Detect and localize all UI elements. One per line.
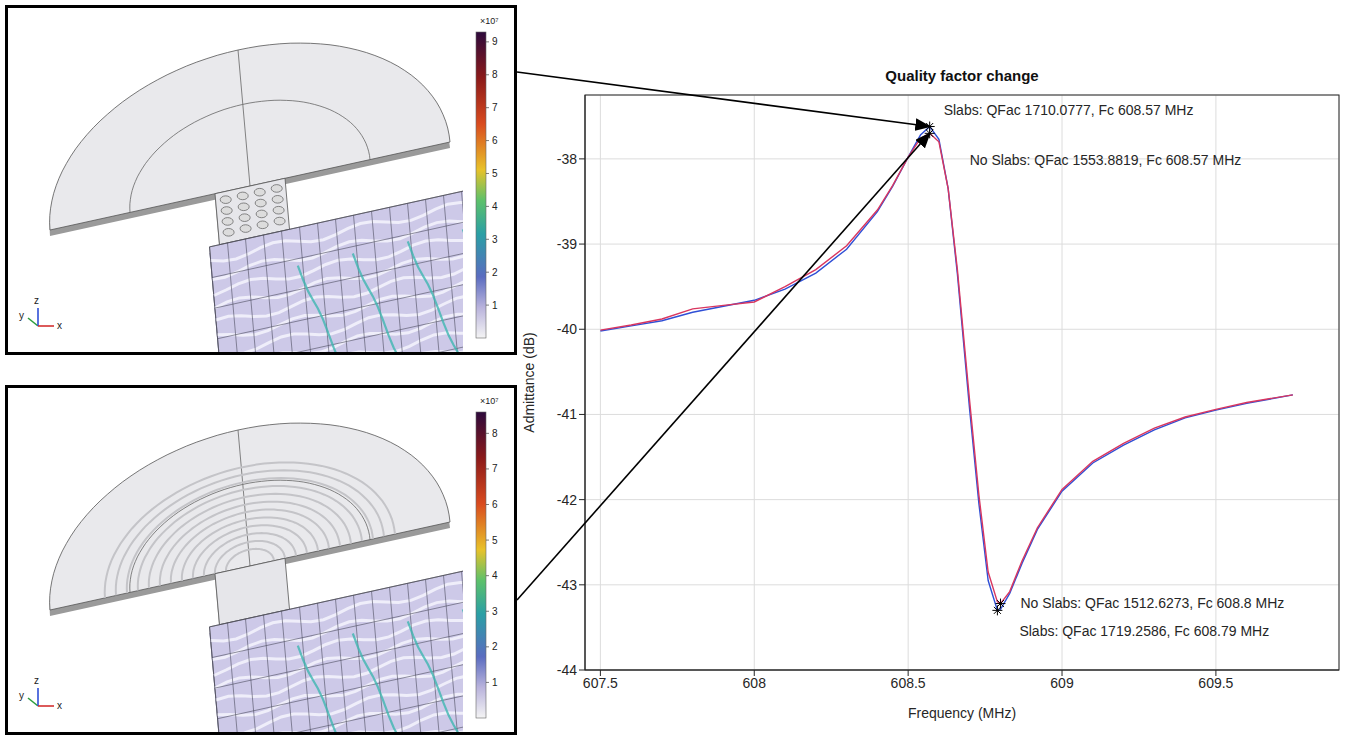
svg-text:608.5: 608.5 [891,675,926,691]
svg-text:Frequency (MHz): Frequency (MHz) [908,705,1016,721]
svg-text:1: 1 [492,300,498,311]
svg-text:Slabs: QFac 1719.2586, Fc 608.: Slabs: QFac 1719.2586, Fc 608.79 MHz [1019,623,1269,639]
svg-text:9: 9 [492,36,498,47]
svg-text:Admittance (dB): Admittance (dB) [521,332,537,432]
svg-text:z: z [34,675,39,686]
svg-text:4: 4 [492,570,498,581]
svg-text:8: 8 [492,428,498,439]
svg-text:y: y [19,690,24,701]
svg-text:608: 608 [743,675,767,691]
svg-text:×10⁷: ×10⁷ [480,16,499,26]
svg-text:-44: -44 [557,662,577,678]
svg-text:7: 7 [492,102,498,113]
svg-text:-40: -40 [557,321,577,337]
svg-text:8: 8 [492,69,498,80]
svg-text:-38: -38 [557,151,577,167]
svg-text:1: 1 [492,677,498,688]
svg-text:609.5: 609.5 [1198,675,1233,691]
svg-text:2: 2 [492,641,498,652]
svg-text:No Slabs: QFac 1553.8819, Fc 6: No Slabs: QFac 1553.8819, Fc 608.57 MHz [970,152,1242,168]
svg-text:5: 5 [492,168,498,179]
svg-text:y: y [19,310,24,321]
html-text:Quality factor change: Quality factor change [885,67,1039,84]
svg-text:-41: -41 [557,406,577,422]
svg-text:z: z [34,295,39,306]
svg-text:-42: -42 [557,492,577,508]
svg-text:6: 6 [492,499,498,510]
svg-text:-39: -39 [557,236,577,252]
svg-text:607.5: 607.5 [583,675,618,691]
svg-text:3: 3 [492,606,498,617]
svg-text:×10⁷: ×10⁷ [480,396,499,406]
svg-text:5: 5 [492,535,498,546]
svg-text:x: x [57,700,62,711]
svg-text:4: 4 [492,201,498,212]
svg-text:-43: -43 [557,577,577,593]
svg-text:6: 6 [492,135,498,146]
svg-text:7: 7 [492,463,498,474]
svg-text:x: x [57,320,62,331]
svg-text:609: 609 [1050,675,1074,691]
svg-text:Slabs: QFac 1710.0777, Fc 608.: Slabs: QFac 1710.0777, Fc 608.57 MHz [944,102,1194,118]
svg-text:3: 3 [492,234,498,245]
svg-text:No Slabs: QFac 1512.6273, Fc 6: No Slabs: QFac 1512.6273, Fc 608.8 MHz [1020,595,1284,611]
svg-text:2: 2 [492,267,498,278]
